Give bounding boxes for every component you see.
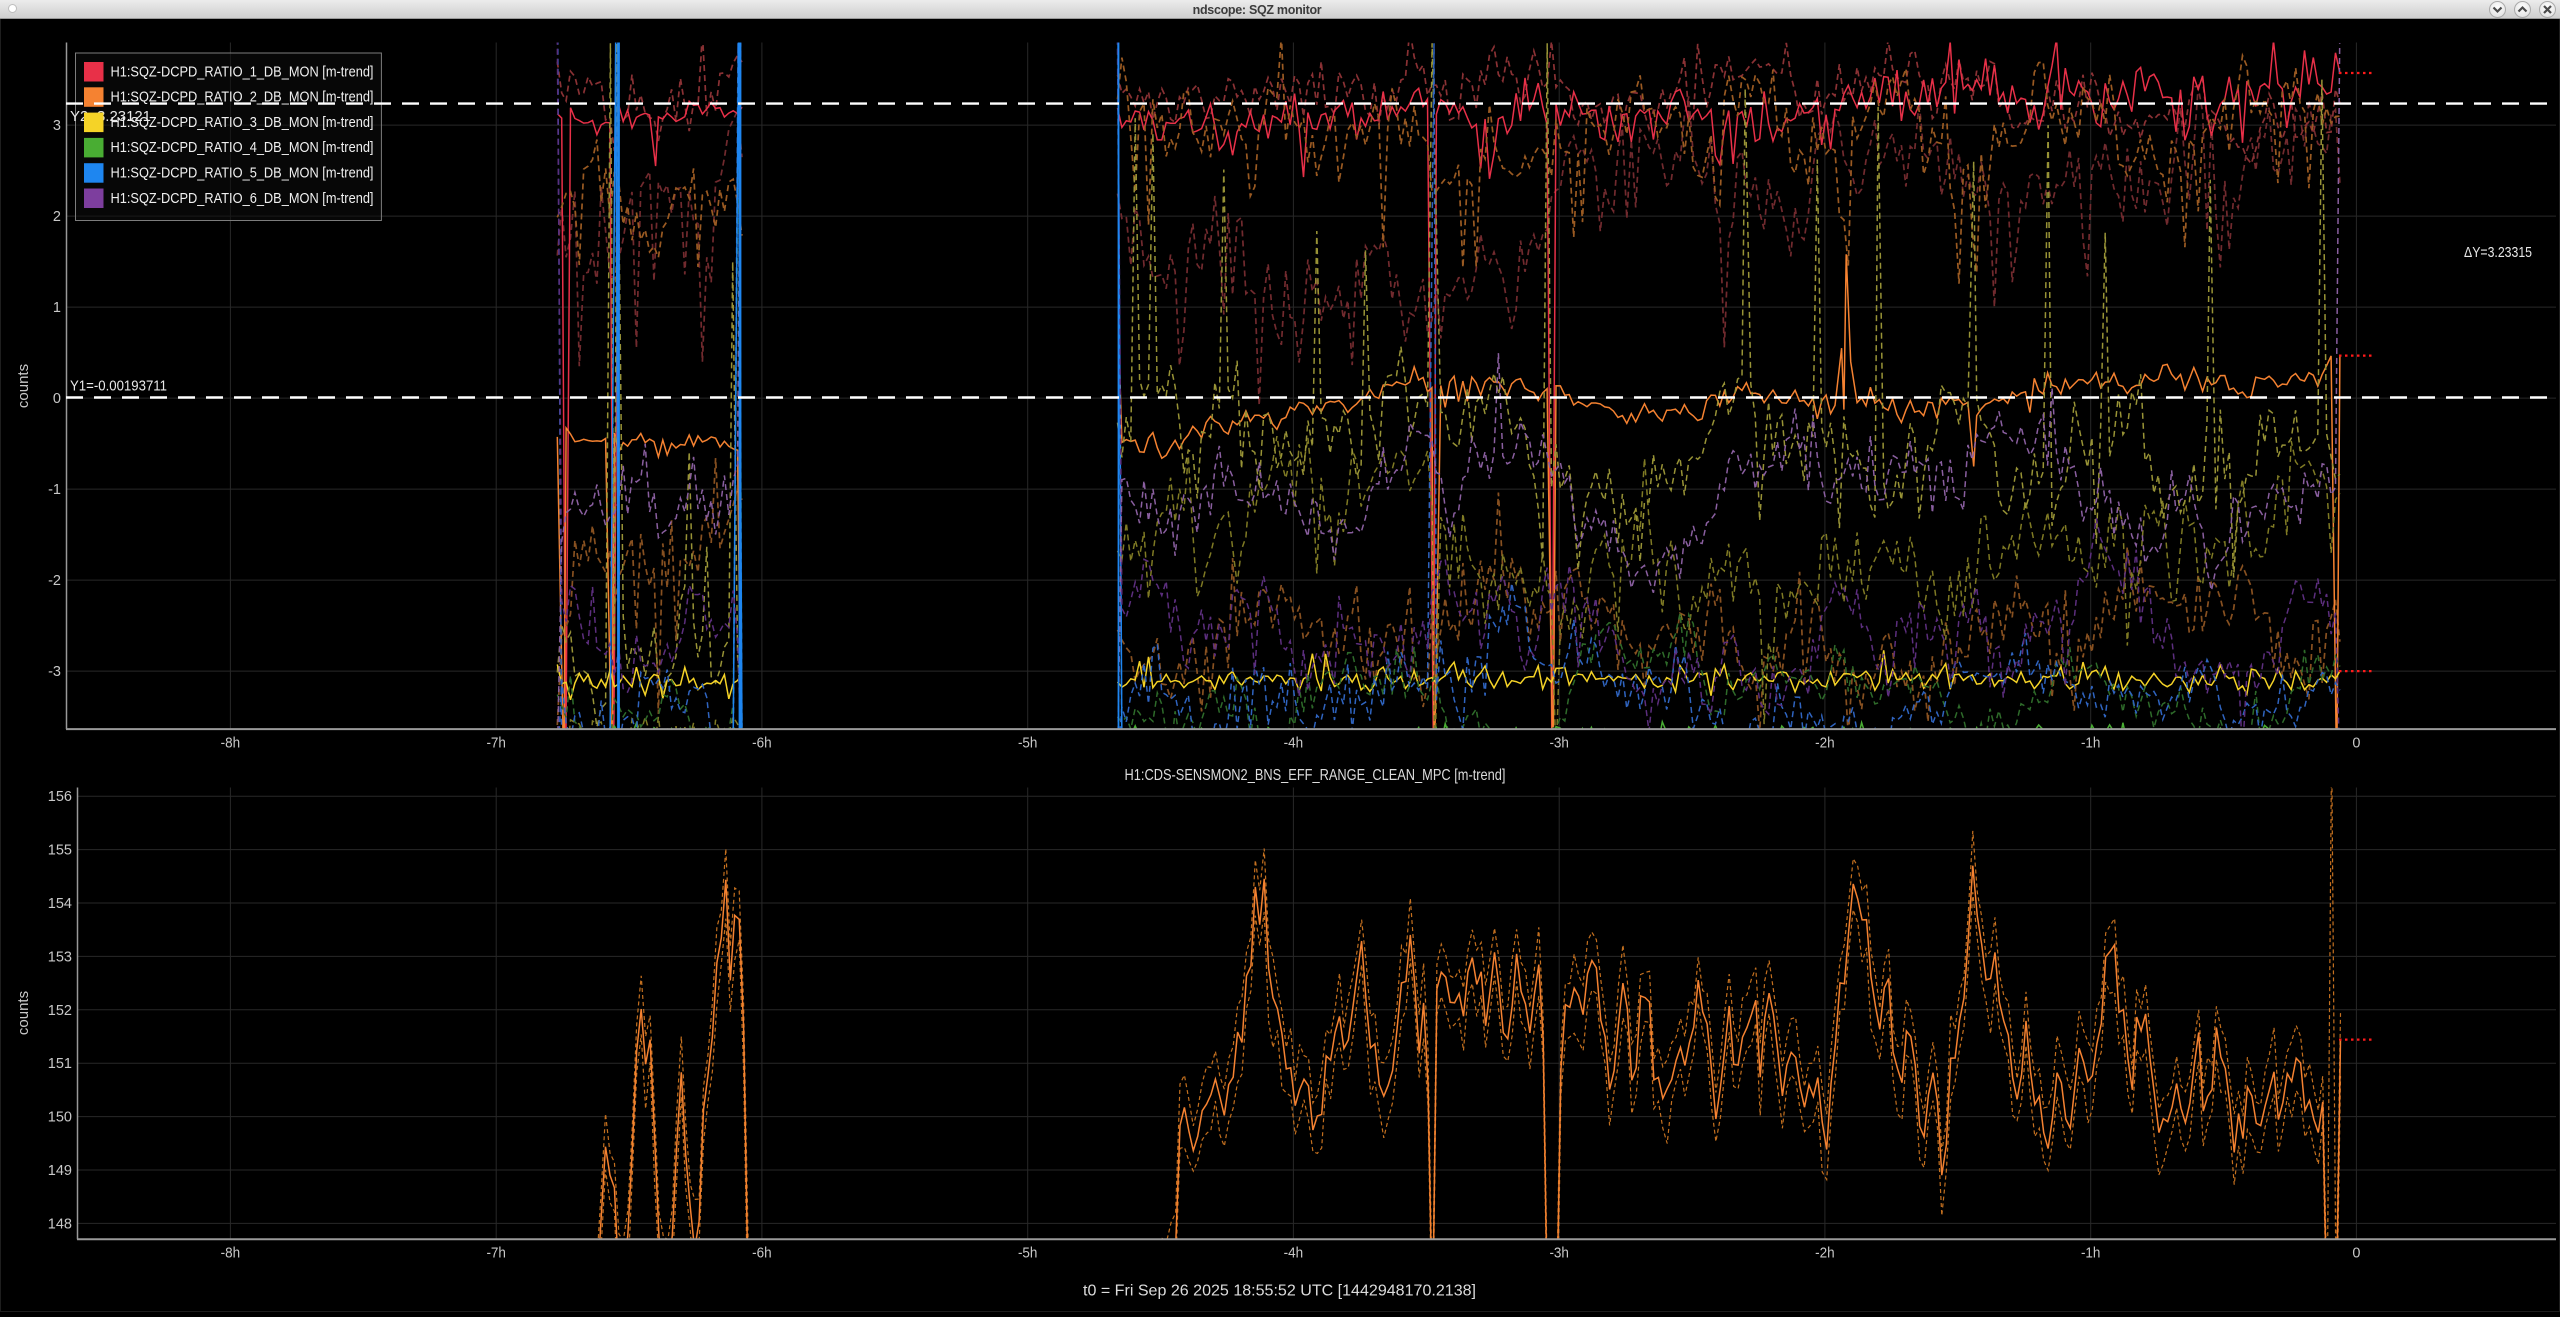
svg-text:3: 3 — [53, 118, 61, 134]
svg-text:counts: counts — [15, 991, 32, 1035]
svg-text:155: 155 — [48, 843, 72, 859]
svg-text:156: 156 — [48, 789, 72, 805]
svg-text:-2: -2 — [48, 573, 61, 589]
svg-text:1: 1 — [53, 300, 61, 316]
svg-text:-6h: -6h — [752, 1246, 772, 1262]
svg-text:-1h: -1h — [2081, 736, 2101, 752]
svg-text:153: 153 — [48, 949, 72, 965]
svg-text:H1:SQZ-DCPD_RATIO_3_DB_MON [m-: H1:SQZ-DCPD_RATIO_3_DB_MON [m-trend] — [111, 115, 374, 131]
svg-text:-1h: -1h — [2081, 1246, 2101, 1262]
svg-text:-6h: -6h — [752, 736, 772, 752]
svg-text:0: 0 — [53, 391, 61, 407]
svg-text:-2h: -2h — [1815, 736, 1835, 752]
svg-text:H1:SQZ-DCPD_RATIO_5_DB_MON [m-: H1:SQZ-DCPD_RATIO_5_DB_MON [m-trend] — [111, 166, 374, 182]
svg-text:-3: -3 — [48, 664, 61, 680]
svg-text:ΔY=3.23315: ΔY=3.23315 — [2464, 245, 2532, 261]
svg-text:-7h: -7h — [486, 1246, 506, 1262]
svg-text:-2h: -2h — [1815, 1246, 1835, 1262]
svg-text:-4h: -4h — [1284, 1246, 1304, 1262]
svg-text:148: 148 — [48, 1216, 72, 1232]
svg-text:0: 0 — [2352, 1246, 2360, 1262]
svg-text:-7h: -7h — [486, 736, 506, 752]
svg-text:2: 2 — [53, 209, 61, 225]
svg-text:-8h: -8h — [221, 1246, 241, 1262]
svg-text:154: 154 — [48, 896, 72, 912]
svg-text:H1:SQZ-DCPD_RATIO_6_DB_MON [m-: H1:SQZ-DCPD_RATIO_6_DB_MON [m-trend] — [111, 191, 374, 207]
svg-text:-3h: -3h — [1549, 1246, 1569, 1262]
svg-text:-5h: -5h — [1018, 1246, 1038, 1262]
svg-text:0: 0 — [2352, 736, 2360, 752]
svg-text:H1:SQZ-DCPD_RATIO_4_DB_MON [m-: H1:SQZ-DCPD_RATIO_4_DB_MON [m-trend] — [111, 140, 374, 156]
svg-text:H1:CDS-SENSMON2_BNS_EFF_RANGE_: H1:CDS-SENSMON2_BNS_EFF_RANGE_CLEAN_MPC … — [1125, 767, 1506, 784]
svg-text:-3h: -3h — [1549, 736, 1569, 752]
svg-text:-4h: -4h — [1284, 736, 1304, 752]
svg-text:H1:SQZ-DCPD_RATIO_1_DB_MON [m-: H1:SQZ-DCPD_RATIO_1_DB_MON [m-trend] — [111, 64, 374, 80]
svg-text:149: 149 — [48, 1163, 72, 1179]
svg-text:-5h: -5h — [1018, 736, 1038, 752]
svg-text:152: 152 — [48, 1003, 72, 1019]
svg-text:H1:SQZ-DCPD_RATIO_2_DB_MON [m-: H1:SQZ-DCPD_RATIO_2_DB_MON [m-trend] — [111, 90, 374, 106]
svg-text:counts: counts — [15, 364, 32, 408]
svg-text:t0 = Fri Sep 26 2025 18:55:52: t0 = Fri Sep 26 2025 18:55:52 UTC [14429… — [1083, 1283, 1476, 1300]
svg-text:151: 151 — [48, 1056, 72, 1072]
svg-text:150: 150 — [48, 1110, 72, 1126]
svg-text:Y1=-0.00193711: Y1=-0.00193711 — [70, 379, 167, 395]
svg-text:-8h: -8h — [221, 736, 241, 752]
svg-text:-1: -1 — [48, 482, 61, 498]
